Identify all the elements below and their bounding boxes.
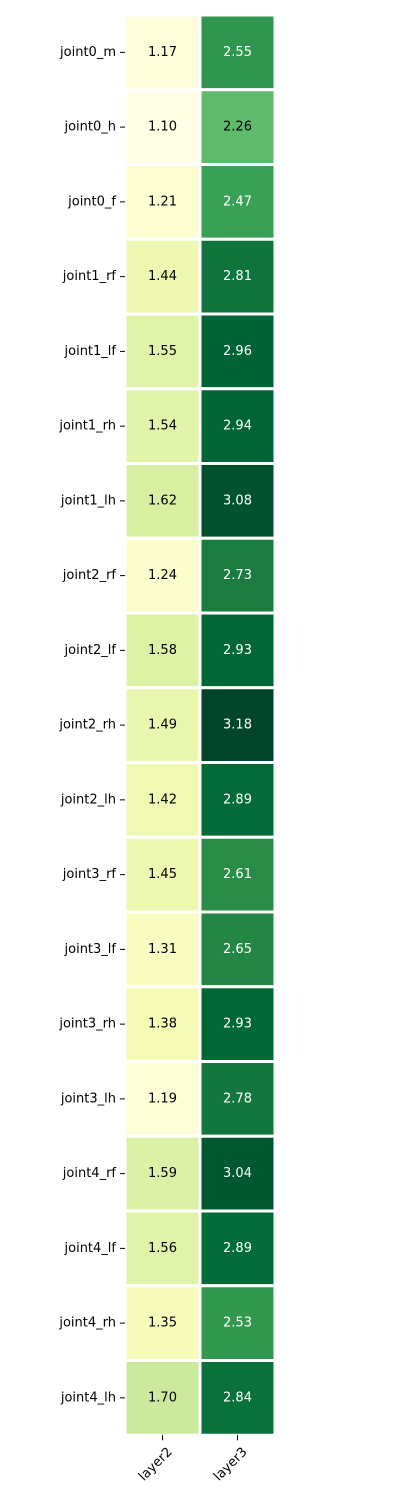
y-tick-label: joint1_lh (60, 493, 116, 508)
y-tick-label: joint3_lh (60, 1091, 116, 1106)
heatmap-cell (123, 835, 202, 914)
x-axis: layer2 layer3 (136, 1435, 251, 1484)
y-tick-label: joint2_lf (64, 643, 117, 658)
cell-value-label: 1.54 (148, 419, 177, 434)
cell-value-label: 3.18 (223, 718, 252, 733)
y-tick-label: joint4_rh (58, 1316, 116, 1331)
heatmap-cell (123, 1060, 202, 1138)
y-tick-label: joint4_lh (60, 1390, 116, 1405)
y-tick-label: joint3_rh (58, 1017, 116, 1032)
heatmap-cell (198, 686, 277, 764)
cell-value-label: 2.81 (223, 269, 252, 284)
cell-value-label: 1.58 (148, 643, 177, 658)
y-tick-label: joint0_h (63, 120, 116, 135)
y-tick-label: joint3_lf (64, 942, 117, 957)
cell-value-label: 1.31 (148, 942, 177, 957)
cell-value-label: 1.10 (148, 120, 177, 135)
heatmap-cell (198, 312, 277, 391)
cell-value-label: 1.44 (148, 269, 177, 284)
cell-value-label: 2.89 (223, 1241, 252, 1256)
y-tick-label: joint1_rf (62, 269, 117, 284)
cell-value-label: 2.93 (223, 643, 252, 658)
cell-value-label: 1.55 (148, 344, 177, 359)
cell-value-label: 1.24 (148, 568, 177, 583)
cell-value-label: 2.61 (223, 867, 252, 882)
cell-value-label: 1.17 (148, 45, 177, 60)
y-tick-label: joint2_rf (62, 568, 117, 583)
cell-value-label: 2.84 (223, 1390, 252, 1405)
cell-value-label: 2.96 (223, 344, 252, 359)
cell-value-label: 2.78 (223, 1091, 252, 1106)
heatmap-cell (123, 686, 202, 764)
heatmap-cell (198, 462, 277, 540)
heatmap-cell (198, 88, 277, 166)
cell-value-labels: 1.17 2.55 1.10 2.26 1.21 2.47 1.44 2.81 1.55 2.96… (148, 45, 252, 1406)
cell-value-label: 1.38 (148, 1017, 177, 1032)
cell-value-label: 2.73 (223, 568, 252, 583)
y-tick-label: joint0_f (67, 194, 116, 209)
cell-value-label: 2.47 (223, 194, 252, 209)
heatmap-cell (123, 1134, 202, 1213)
y-tick-label: joint1_lf (64, 344, 117, 359)
cell-value-label: 2.65 (223, 942, 252, 957)
heatmap-cell (198, 1284, 277, 1362)
cell-value-label: 1.19 (148, 1091, 177, 1106)
cell-value-label: 2.94 (223, 419, 252, 434)
y-axis: joint0_m joint0_h joint0_f joint1_rf joint1_… (58, 45, 125, 1405)
y-tick-label: joint2_rh (58, 718, 116, 733)
cell-value-label: 2.89 (223, 792, 252, 807)
cell-value-label: 1.21 (148, 194, 177, 209)
heatmap-cell (198, 536, 277, 615)
cell-value-label: 1.42 (148, 792, 177, 807)
cell-value-label: 1.59 (148, 1166, 177, 1181)
y-tick-label: joint2_lh (60, 792, 116, 807)
y-tick-label: joint3_rf (62, 867, 117, 882)
cell-value-label: 2.26 (223, 120, 252, 135)
y-tick-label: joint1_rh (58, 419, 116, 434)
cell-value-label: 1.49 (148, 718, 177, 733)
cell-value-label: 2.55 (223, 45, 252, 60)
y-tick-label: joint4_rf (62, 1166, 117, 1181)
cell-value-label: 1.62 (148, 493, 177, 508)
x-tick-label: layer2 (136, 1445, 176, 1485)
x-tick-label: layer3 (211, 1445, 251, 1485)
heatmap-cells (123, 13, 277, 1437)
y-tick-label: joint0_m (59, 45, 116, 60)
heatmap-cell (123, 1359, 202, 1437)
heatmap-cell (198, 1060, 277, 1138)
cell-value-label: 1.70 (148, 1390, 177, 1405)
cell-value-label: 2.93 (223, 1017, 252, 1032)
cell-value-label: 3.08 (223, 493, 252, 508)
heatmap-cell (198, 237, 277, 316)
heatmap-cell (198, 761, 277, 839)
cell-value-label: 1.35 (148, 1316, 177, 1331)
cell-value-label: 2.53 (223, 1316, 252, 1331)
heatmap-cell (198, 611, 277, 690)
y-tick-label: joint4_lf (64, 1241, 117, 1256)
heatmap-cell (198, 387, 277, 465)
cell-value-label: 1.45 (148, 867, 177, 882)
heatmap-cell (198, 835, 277, 914)
cell-value-label: 3.04 (223, 1166, 252, 1181)
cell-value-label: 1.56 (148, 1241, 177, 1256)
heatmap-cell (198, 163, 277, 241)
